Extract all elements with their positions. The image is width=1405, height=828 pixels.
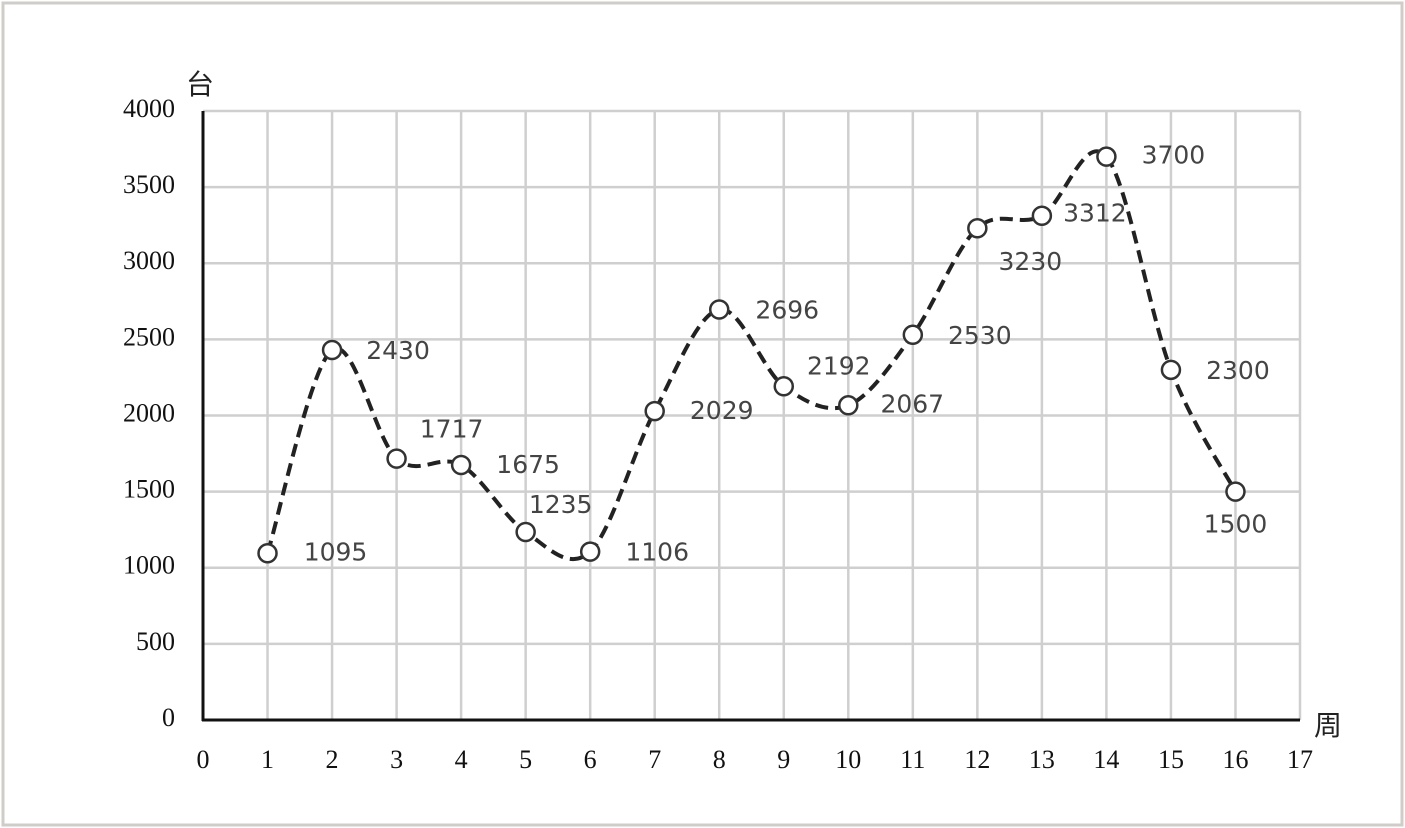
x-tick-label: 1 <box>261 745 274 774</box>
point <box>321 339 343 361</box>
data-label: 2530 <box>948 321 1012 350</box>
y-tick-label: 2500 <box>123 322 175 351</box>
data-label: 2192 <box>807 351 871 380</box>
x-axis-label: 周 <box>1314 709 1342 742</box>
x-tick-label: 5 <box>519 745 532 774</box>
point <box>1031 205 1053 226</box>
x-tick-label: 13 <box>1029 745 1055 774</box>
x-tick-label: 17 <box>1287 745 1313 774</box>
y-tick-label: 0 <box>162 703 175 732</box>
x-tick-label: 9 <box>777 745 790 774</box>
point <box>386 448 407 469</box>
x-tick-label: 12 <box>964 745 990 774</box>
y-axis-label: 台 <box>186 68 214 101</box>
point <box>902 324 924 346</box>
x-tick-label: 16 <box>1222 745 1248 774</box>
data-label: 1717 <box>420 415 484 444</box>
point <box>967 217 988 239</box>
data-label: 3700 <box>1142 141 1206 170</box>
x-tick-label: 0 <box>197 745 210 774</box>
point <box>515 521 536 543</box>
point <box>450 454 472 476</box>
data-label: 1500 <box>1204 510 1268 539</box>
data-label: 2430 <box>366 336 430 365</box>
point <box>1096 146 1117 167</box>
point <box>1160 359 1182 381</box>
data-label: 3230 <box>999 247 1063 276</box>
data-label: 3312 <box>1063 199 1127 228</box>
point <box>708 299 730 320</box>
x-tick-label: 8 <box>713 745 726 774</box>
data-label: 2029 <box>690 396 754 425</box>
point <box>257 543 278 564</box>
x-tick-label: 2 <box>326 745 339 774</box>
data-label: 2696 <box>755 296 819 325</box>
y-tick-label: 1000 <box>123 551 175 580</box>
point <box>579 541 601 562</box>
y-tick-label: 4000 <box>123 94 175 123</box>
data-label: 2067 <box>880 389 944 418</box>
x-tick-label: 3 <box>390 745 403 774</box>
point <box>838 395 859 416</box>
plot: 1095 2430 1717 1675 1235 1106 2029 2696 2192 2067… <box>257 141 1270 567</box>
point <box>644 400 665 422</box>
x-tick-label: 10 <box>835 745 861 774</box>
data-label: 1106 <box>625 538 689 567</box>
y-tick-label: 500 <box>136 627 175 656</box>
y-tick-label: 3000 <box>123 246 175 275</box>
x-tick-label: 15 <box>1158 745 1184 774</box>
x-tick-label: 6 <box>584 745 597 774</box>
data-label: 1675 <box>496 450 560 479</box>
data-label: 1235 <box>529 490 593 519</box>
data-label: 2300 <box>1206 356 1270 385</box>
x-tick-label: 4 <box>455 745 468 774</box>
x-tick-label: 7 <box>648 745 661 774</box>
point <box>1225 481 1246 502</box>
y-tick-label: 2000 <box>123 398 175 427</box>
point <box>773 376 795 397</box>
x-tick-label: 11 <box>900 745 925 774</box>
data-label: 1095 <box>304 537 368 566</box>
y-tick-label: 1500 <box>123 475 175 504</box>
x-tick-label: 14 <box>1093 745 1119 774</box>
y-tick-label: 3500 <box>123 170 175 199</box>
